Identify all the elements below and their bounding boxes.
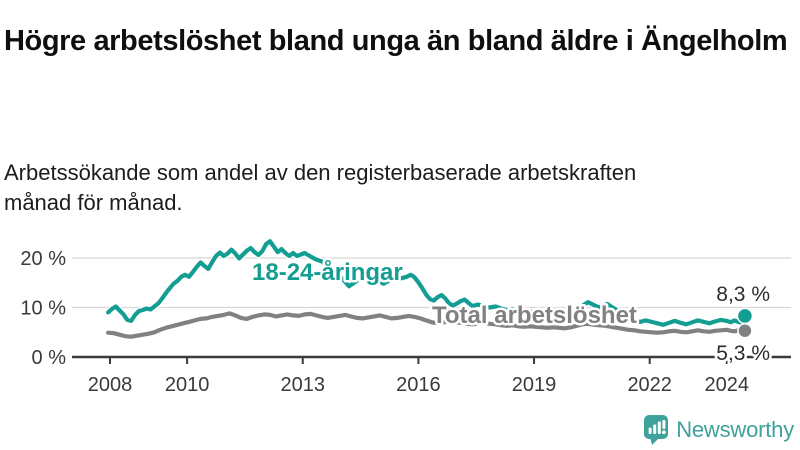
end-value-total: 5,3 % bbox=[716, 342, 770, 365]
end-dot-young bbox=[736, 307, 754, 325]
series-line-casing bbox=[104, 237, 749, 329]
gridlines bbox=[72, 257, 791, 309]
end-value-young: 8,3 % bbox=[716, 283, 770, 306]
x-tick-label: 2010 bbox=[165, 374, 210, 396]
y-tick-label: 10 % bbox=[20, 298, 66, 320]
series-line-young bbox=[105, 239, 748, 327]
chart-subtitle: Arbetssökande som andel av den registerb… bbox=[4, 160, 637, 215]
series-label-total: Total arbetslöshet bbox=[432, 302, 637, 329]
newsworthy-logo[interactable]: Newsworthy bbox=[643, 414, 794, 445]
y-tick-label: 20 % bbox=[20, 248, 66, 270]
brand-name: Newsworthy bbox=[676, 416, 794, 442]
end-dot-total bbox=[737, 323, 753, 339]
y-tick-label: 0 % bbox=[32, 347, 67, 369]
unemployment-line-chart: 2008 2010 2013 2016 2019 2022 2024 0 % 10 % 20 %… bbox=[20, 237, 791, 396]
bar-chart-speech-bubble-icon bbox=[644, 415, 669, 445]
x-tick-label: 2016 bbox=[396, 374, 441, 396]
series-lines bbox=[104, 237, 749, 339]
series-line-total bbox=[105, 311, 748, 339]
x-tick-label: 2024 bbox=[705, 374, 750, 396]
x-tick-label: 2013 bbox=[281, 374, 326, 396]
series-label-young: 18-24-åringar bbox=[252, 259, 403, 286]
x-tick-label: 2019 bbox=[512, 374, 557, 396]
x-axis: 2008 2010 2013 2016 2019 2022 2024 bbox=[72, 355, 791, 396]
end-point-dots bbox=[736, 307, 754, 339]
page-title: Högre arbetslöshet bland unga än bland ä… bbox=[4, 25, 788, 58]
y-axis-labels: 0 % 10 % 20 % bbox=[20, 248, 66, 369]
x-tick-label: 2008 bbox=[88, 374, 133, 396]
x-tick-label: 2022 bbox=[627, 374, 672, 396]
